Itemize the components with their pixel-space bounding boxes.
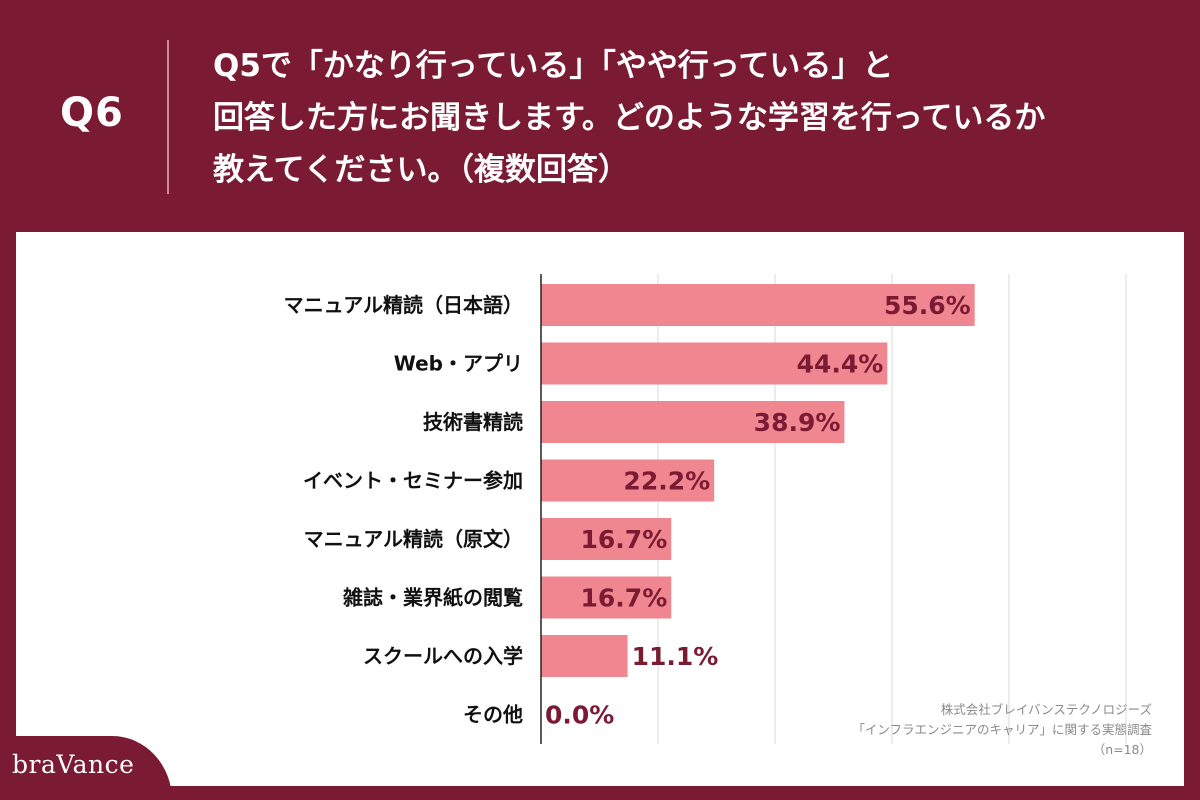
- logo-tab: braVance: [0, 736, 172, 800]
- category-label: マニュアル精読（原文）: [304, 527, 523, 551]
- question-number: Q6: [60, 90, 124, 136]
- category-label: 雑誌・業界紙の閲覧: [342, 586, 523, 610]
- bar: [541, 576, 672, 619]
- value-label: 22.2%: [623, 467, 710, 496]
- bar: [541, 284, 975, 326]
- category-label: Web・アプリ: [394, 352, 523, 376]
- category-label: スクールへの入学: [363, 644, 523, 668]
- source-sample-size: （n=18）: [1092, 742, 1152, 757]
- category-label: その他: [463, 703, 523, 727]
- value-label: 38.9%: [754, 408, 841, 437]
- bravance-logo: braVance: [12, 750, 135, 779]
- header: Q6 Q5で「かなり行っている」「やや行っている」と 回答した方にお聞きします。…: [0, 0, 1200, 232]
- source-company: 株式会社ブレイバンステクノロジーズ: [940, 702, 1152, 717]
- source-note: 株式会社ブレイバンステクノロジーズ 「インフラエンジニアのキャリア」に関する実態…: [852, 700, 1152, 760]
- question-line-3: 教えてください。（複数回答）: [213, 152, 630, 188]
- category-label: 技術書精読: [423, 410, 523, 434]
- value-label: 11.1%: [632, 642, 719, 671]
- bar: [541, 342, 888, 385]
- bar: [541, 635, 628, 677]
- bar: [541, 401, 845, 443]
- value-label: 55.6%: [884, 291, 971, 320]
- value-label: 16.7%: [581, 525, 668, 554]
- question-text: Q5で「かなり行っている」「やや行っている」と 回答した方にお聞きします。どのよ…: [213, 40, 1183, 196]
- question-line-2: 回答した方にお聞きします。どのような学習を行っているか: [213, 100, 1046, 136]
- category-label: イベント・セミナー参加: [303, 469, 523, 493]
- category-label: マニュアル精読（日本語）: [284, 293, 523, 317]
- bar-chart: マニュアル精読（日本語） 55.6% Web・アプリ 44.4% 技術書精読 38.9% イ…: [284, 274, 1127, 744]
- value-label: 0.0%: [545, 701, 614, 730]
- bar: [541, 518, 672, 560]
- header-divider: [167, 40, 169, 194]
- question-line-1: Q5で「かなり行っている」「やや行っている」と: [213, 48, 894, 84]
- value-label: 16.7%: [581, 584, 668, 613]
- value-label: 44.4%: [797, 350, 884, 379]
- bar: [541, 459, 715, 502]
- source-survey: 「インフラエンジニアのキャリア」に関する実態調査: [852, 722, 1152, 737]
- chart-panel: マニュアル精読（日本語） 55.6% Web・アプリ 44.4% 技術書精読 38.9% イ…: [16, 232, 1184, 786]
